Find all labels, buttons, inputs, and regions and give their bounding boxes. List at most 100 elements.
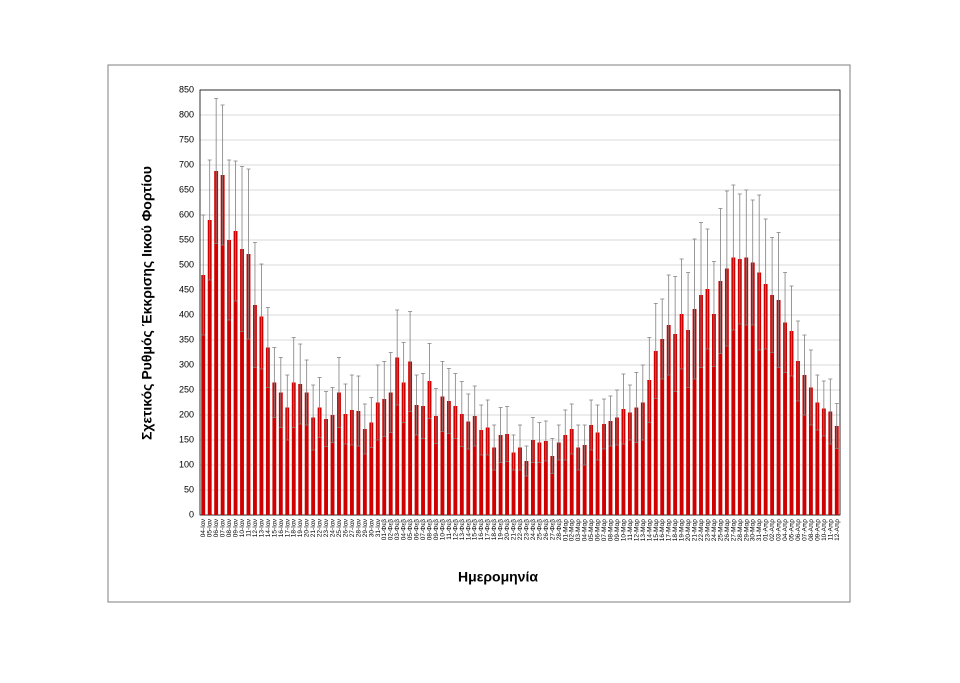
x-tick-label: 20-Ιαν [304, 519, 311, 537]
error-bar [621, 373, 626, 445]
error-bar [550, 438, 555, 474]
x-tick-label: 26-Ιαν [342, 519, 349, 537]
bar [395, 357, 400, 515]
error-bar [602, 398, 607, 450]
x-tick-label: 09-Απρ [814, 519, 821, 541]
x-tick-label: 29-Μαρ [743, 519, 750, 542]
bar [640, 402, 645, 515]
error-bar [336, 357, 341, 428]
error-bar [737, 193, 742, 325]
bar [673, 334, 678, 515]
error-bar [750, 199, 755, 326]
x-tick-label: 07-Μαρ [601, 519, 608, 542]
bar [757, 272, 762, 515]
bar [259, 316, 264, 515]
bar [349, 410, 354, 515]
x-tick-label: 08-Απρ [808, 519, 815, 541]
error-bar [802, 334, 807, 416]
error-bar [498, 407, 503, 463]
x-tick-label: 14-Φεβ [465, 519, 472, 540]
error-bar [362, 403, 367, 455]
error-bar [298, 343, 303, 425]
bar [796, 361, 800, 515]
error-bar [705, 228, 710, 350]
x-tick-label: 10-Μαρ [620, 519, 627, 542]
x-tick-label: 06-Μαρ [595, 519, 602, 542]
x-tick-label: 04-Απρ [782, 519, 789, 541]
bar [304, 392, 309, 515]
bar [776, 300, 781, 515]
bar [524, 461, 529, 515]
bar [505, 434, 510, 515]
error-bar [246, 168, 251, 340]
x-tick-label: 19-Ιαν [297, 519, 304, 537]
bar [602, 424, 606, 515]
bar [317, 407, 322, 515]
bar [265, 347, 270, 515]
bar [401, 382, 406, 515]
error-bar [653, 303, 658, 399]
error-bar [511, 434, 516, 471]
error-bar [459, 381, 464, 447]
error-bar [789, 285, 794, 377]
error-bar [699, 222, 704, 368]
bar [737, 259, 742, 515]
x-tick-label: 02-Φεβ [388, 519, 395, 540]
x-tick-label: 06-Ιαν [213, 519, 220, 537]
error-bar [634, 372, 639, 443]
x-tick-label: 01-Απρ [763, 519, 770, 541]
bar [421, 406, 425, 515]
x-tick-label: 16-Φεβ [478, 519, 485, 540]
bar [589, 425, 594, 515]
x-tick-label: 30-Μαρ [750, 519, 757, 542]
bar [615, 417, 619, 515]
y-tick-label: 300 [179, 359, 194, 369]
x-tick-label: 11-Απρ [827, 519, 834, 541]
x-tick-label: 05-Απρ [789, 519, 796, 541]
error-bar [272, 347, 277, 418]
bar [330, 415, 335, 515]
error-bar [382, 361, 387, 437]
x-tick-label: 16-Μαρ [659, 519, 666, 542]
error-bar [324, 391, 329, 447]
bar [388, 392, 393, 515]
error-bar [505, 406, 510, 462]
x-tick-label: 20-Φεβ [504, 519, 511, 540]
x-tick-label: 30-Ιαν [368, 519, 375, 537]
x-tick-label: 25-Ιαν [336, 519, 343, 537]
bar [466, 421, 471, 515]
x-tick-label: 12-Μαρ [633, 519, 640, 542]
bar [608, 421, 613, 515]
error-bar [614, 389, 619, 446]
error-bar [757, 194, 762, 351]
bar [382, 399, 387, 515]
y-tick-label: 400 [179, 309, 194, 319]
bar [220, 175, 225, 515]
bar [802, 375, 807, 515]
x-tick-label: 11-Μαρ [627, 519, 634, 541]
x-tick-label: 16-Ιαν [278, 519, 285, 537]
x-tick-label: 12-Φεβ [452, 519, 459, 540]
x-tick-label: 08-Μαρ [608, 519, 615, 542]
bar [783, 322, 787, 515]
bar [582, 445, 587, 515]
bar [291, 382, 296, 515]
x-tick-label: 03-Μαρ [575, 519, 582, 542]
x-tick-label: 08-Φεβ [426, 519, 433, 540]
error-bar [485, 399, 490, 456]
x-tick-label: 11-Φεβ [446, 519, 453, 540]
bar [699, 295, 703, 515]
x-tick-label: 15-Μαρ [653, 519, 660, 542]
error-bar [395, 309, 400, 406]
y-tick-label: 800 [179, 109, 194, 119]
bar [679, 314, 684, 515]
error-bar [770, 237, 775, 353]
bar [201, 275, 206, 515]
bar [253, 305, 257, 515]
x-tick-label: 18-Φεβ [491, 519, 498, 540]
error-bar [821, 380, 826, 437]
error-bar [427, 343, 432, 419]
bar [660, 339, 665, 515]
bar [770, 295, 775, 515]
x-tick-label: 19-Φεβ [498, 519, 505, 540]
